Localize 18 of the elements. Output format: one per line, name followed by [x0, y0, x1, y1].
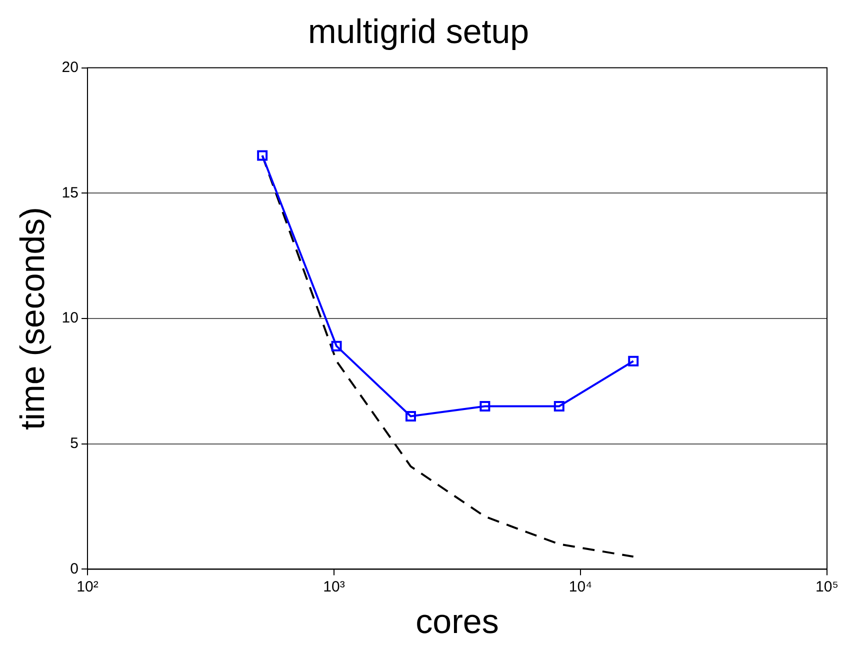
point [554, 401, 564, 412]
x-tick-label: 10⁴ [568, 578, 592, 596]
y-tick-label: 10 [62, 310, 78, 327]
x-axis-title: cores [416, 602, 499, 641]
point [257, 150, 268, 161]
point [480, 401, 490, 412]
x-tick-label: 10² [76, 578, 98, 596]
x-tick-label: 10⁵ [816, 578, 838, 596]
x-tick-label: 10³ [323, 578, 345, 596]
point [405, 411, 416, 422]
y-tick-label: 5 [70, 434, 78, 452]
chart-title: multigrid setup [308, 12, 530, 51]
y-tick-label: 20 [62, 58, 78, 76]
y-tick-label: 0 [70, 560, 78, 578]
point [628, 356, 639, 366]
y-axis-title: time (seconds) [14, 207, 52, 430]
point [331, 340, 342, 352]
y-tick-label: 15 [62, 184, 78, 202]
